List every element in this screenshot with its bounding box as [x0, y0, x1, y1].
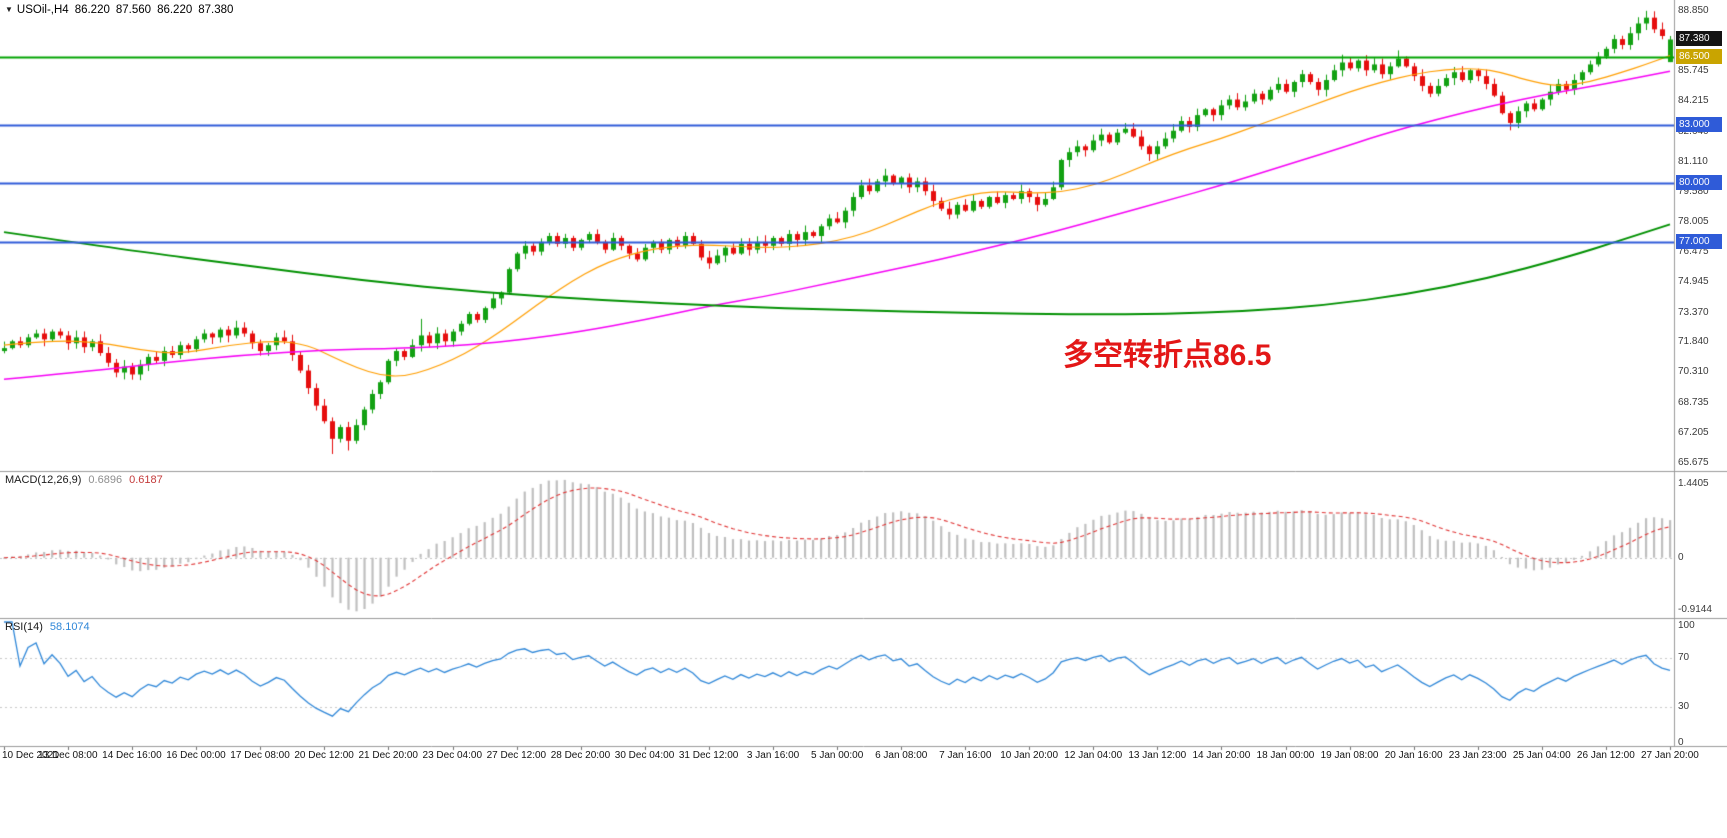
- chart-annotation-text[interactable]: 多空转折点86.5: [1063, 339, 1272, 372]
- price-axis-tick: 88.850: [1678, 4, 1709, 16]
- rsi-name: RSI(14): [5, 621, 43, 633]
- quick-trade-dropdown-icon[interactable]: ▼: [5, 5, 13, 14]
- macd-axis-bottom: -0.9144: [1678, 604, 1712, 615]
- time-axis-label: 14 Dec 16:00: [102, 750, 162, 761]
- time-axis-label: 6 Jan 08:00: [875, 750, 928, 761]
- price-axis-tick: 71.840: [1678, 336, 1709, 348]
- macd-value-main: 0.6896: [88, 474, 123, 486]
- time-axis-label: 26 Jan 12:00: [1576, 750, 1635, 761]
- rsi-axis-tick: 100: [1678, 620, 1695, 631]
- time-axis-label: 16 Dec 00:00: [166, 750, 226, 761]
- macd-axis-top: 1.4405: [1678, 478, 1709, 489]
- time-axis-label: 10 Jan 20:00: [1000, 750, 1059, 761]
- rsi-axis-tick: 0: [1678, 737, 1684, 748]
- current-price-badge: 87.380: [1676, 31, 1722, 47]
- ohlc-low: 86.220: [157, 4, 193, 16]
- time-axis-label: 13 Dec 08:00: [38, 750, 98, 761]
- price-axis-tick: 68.735: [1678, 397, 1709, 409]
- price-axis-tick: 76.475: [1678, 246, 1709, 258]
- time-axis-label: 18 Jan 00:00: [1256, 750, 1315, 761]
- time-axis-label: 28 Dec 20:00: [550, 750, 611, 761]
- time-axis-label: 3 Jan 16:00: [746, 750, 800, 761]
- time-axis-label: 25 Jan 04:00: [1512, 750, 1571, 761]
- time-axis-label: 12 Jan 04:00: [1064, 750, 1123, 761]
- ohlc-high: 87.560: [115, 4, 152, 16]
- level-80000-badge: 80.000: [1676, 175, 1722, 191]
- time-axis-label: 14 Jan 20:00: [1192, 750, 1251, 761]
- macd-axis-zero: 0: [1678, 551, 1684, 563]
- level-86500-badge: 86.500: [1676, 48, 1722, 64]
- time-axis-label: 17 Dec 08:00: [230, 750, 290, 761]
- price-axis-tick: 78.005: [1678, 216, 1709, 228]
- rsi-label: RSI(14) 58.1074: [5, 621, 97, 633]
- price-axis-tick: 84.215: [1678, 95, 1709, 107]
- price-axis-tick: 67.205: [1678, 426, 1709, 438]
- macd-value-signal: 0.6187: [129, 474, 163, 486]
- price-axis-tick: 79.580: [1678, 185, 1709, 197]
- time-axis-label: 30 Dec 04:00: [614, 750, 675, 761]
- level-77000-badge: 77.000: [1676, 233, 1722, 249]
- time-axis-label: 21 Dec 20:00: [358, 750, 418, 761]
- price-axis-tick: 65.675: [1678, 456, 1709, 468]
- time-axis-label: 10 Dec 2021: [2, 750, 59, 761]
- time-axis-label: 27 Dec 12:00: [486, 750, 547, 761]
- macd-name: MACD(12,26,9): [5, 474, 82, 486]
- time-axis-label: 5 Jan 00:00: [811, 750, 864, 761]
- ohlc-close: 87.380: [198, 4, 234, 16]
- rsi-axis-tick: 30: [1678, 700, 1690, 712]
- time-axis-label: 20 Jan 16:00: [1384, 750, 1443, 761]
- rsi-axis-tick: 70: [1678, 652, 1690, 664]
- price-axis-tick: 70.310: [1678, 366, 1709, 378]
- rsi-value: 58.1074: [49, 621, 90, 633]
- time-axis-label: 7 Jan 16:00: [939, 750, 992, 761]
- time-axis-label: 19 Jan 08:00: [1320, 750, 1379, 761]
- price-axis-tick: 85.745: [1678, 65, 1709, 77]
- time-axis-label: 23 Dec 04:00: [422, 750, 483, 761]
- symbol-info: ▼ USOil-,H4 86.220 87.560 86.220 87.380: [5, 4, 239, 16]
- symbol-period: USOil-,H4: [16, 4, 69, 16]
- ohlc-open: 86.220: [74, 4, 110, 16]
- time-axis-label: 31 Dec 12:00: [678, 750, 739, 761]
- time-axis-label: 13 Jan 12:00: [1128, 750, 1187, 761]
- time-axis-label: 20 Dec 12:00: [294, 750, 354, 761]
- price-axis-tick: 74.945: [1678, 275, 1709, 287]
- time-axis-label: 27 Jan 20:00: [1641, 750, 1699, 761]
- price-axis-tick: 73.370: [1678, 306, 1709, 318]
- level-83000-badge: 83.000: [1676, 116, 1722, 132]
- time-axis-label: 23 Jan 23:00: [1448, 750, 1507, 761]
- macd-label: MACD(12,26,9) 0.6896 0.6187: [5, 474, 170, 486]
- price-axis-tick: 81.110: [1678, 155, 1708, 167]
